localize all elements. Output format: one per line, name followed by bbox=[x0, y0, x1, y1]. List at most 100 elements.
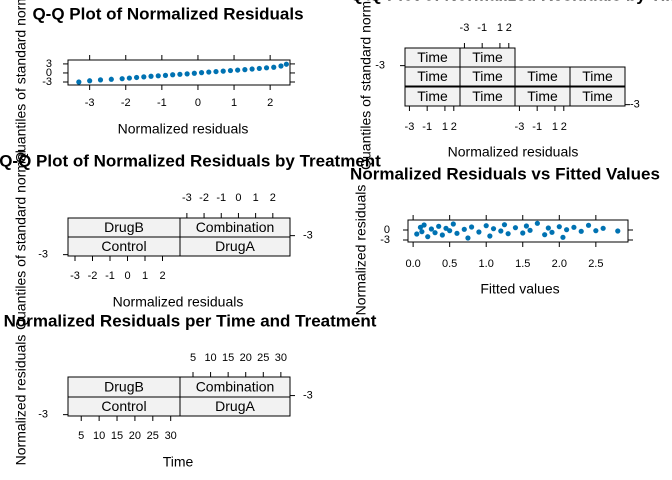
point bbox=[490, 226, 497, 232]
point bbox=[256, 65, 262, 72]
y-tick-label: -3 bbox=[38, 249, 48, 261]
point bbox=[148, 73, 154, 79]
x-tick-label: -1 bbox=[422, 121, 432, 133]
strip-label: DrugB bbox=[104, 219, 144, 235]
chart-title: Q-Q Plot of Normalized Residuals bbox=[32, 4, 303, 23]
x-tick-label: 1 bbox=[497, 22, 503, 34]
point bbox=[520, 230, 526, 236]
point bbox=[465, 235, 471, 241]
point bbox=[549, 229, 555, 235]
strip-label: Time bbox=[582, 88, 613, 104]
strip-label: DrugA bbox=[215, 398, 255, 414]
y-tick-label: 0 bbox=[384, 224, 390, 236]
x-tick-label: 2 bbox=[506, 22, 512, 34]
y-axis-label: Quantiles of standard normal bbox=[13, 150, 29, 330]
x-tick-label: 15 bbox=[111, 430, 123, 442]
point bbox=[419, 229, 425, 235]
strip-label: Time bbox=[417, 49, 448, 65]
x-tick-label: -1 bbox=[216, 192, 226, 204]
x-tick-label: -2 bbox=[88, 270, 98, 282]
x-tick-label: 5 bbox=[78, 430, 84, 442]
x-tick-label: -3 bbox=[85, 97, 95, 109]
point bbox=[119, 76, 125, 82]
point bbox=[578, 228, 584, 234]
point bbox=[450, 221, 456, 227]
x-axis-label: Normalized residuals bbox=[448, 144, 579, 160]
x-tick-label: 10 bbox=[93, 430, 105, 442]
strip-label: DrugB bbox=[104, 379, 144, 395]
point bbox=[97, 77, 104, 83]
y-axis-label: Normalized residuals bbox=[13, 335, 29, 466]
x-tick-label: 20 bbox=[129, 430, 141, 442]
point bbox=[249, 66, 255, 72]
x-tick-label: -3 bbox=[70, 270, 80, 282]
strip-label: Time bbox=[527, 68, 558, 84]
x-tick-label: 1 bbox=[552, 121, 558, 133]
strip-label: Time bbox=[527, 88, 558, 104]
point bbox=[615, 228, 621, 234]
x-tick-label: 1 bbox=[442, 121, 448, 133]
x-tick-label: 2 bbox=[451, 121, 457, 133]
x-tick-label: 0 bbox=[235, 192, 241, 204]
point bbox=[170, 72, 176, 78]
point bbox=[76, 79, 82, 85]
chart-title: Normalized Residuals vs Fitted Values bbox=[350, 164, 660, 183]
point bbox=[585, 222, 592, 228]
x-tick-label: 15 bbox=[222, 352, 234, 364]
point bbox=[227, 67, 234, 74]
x-tick-label: 25 bbox=[257, 352, 269, 364]
x-tick-label: 2.0 bbox=[552, 258, 567, 270]
strip-label: DrugA bbox=[215, 238, 255, 254]
point bbox=[571, 224, 577, 230]
point bbox=[155, 73, 161, 79]
strip bbox=[569, 86, 626, 107]
point bbox=[512, 225, 519, 231]
y-tick-label: 3 bbox=[46, 58, 52, 70]
x-tick-label: 2 bbox=[270, 192, 276, 204]
point bbox=[468, 224, 475, 230]
y-tick-label: -3 bbox=[380, 234, 390, 246]
strip-label: Control bbox=[101, 398, 146, 414]
y-axis-label: Quantiles of standard normal bbox=[358, 0, 374, 170]
point bbox=[523, 223, 530, 229]
point bbox=[556, 224, 562, 230]
y-tick-label: -3 bbox=[38, 409, 48, 421]
point bbox=[600, 225, 606, 231]
point bbox=[534, 220, 540, 226]
x-tick-label: 0.0 bbox=[405, 258, 420, 270]
point bbox=[425, 234, 431, 240]
x-tick-label: -1 bbox=[532, 121, 542, 133]
x-tick-label: 1 bbox=[142, 270, 148, 282]
point bbox=[560, 234, 566, 240]
x-tick-label: 1.5 bbox=[515, 258, 530, 270]
x-tick-label: 2 bbox=[159, 270, 165, 282]
point bbox=[476, 229, 482, 235]
x-tick-label: 5 bbox=[190, 352, 196, 364]
point bbox=[87, 78, 93, 84]
point bbox=[220, 68, 226, 74]
point bbox=[432, 230, 438, 236]
x-axis-label: Normalized residuals bbox=[118, 121, 249, 137]
point bbox=[428, 226, 434, 232]
chart-title: Normalized Residuals per Time and Treatm… bbox=[4, 311, 377, 330]
y-tick-label: -3 bbox=[630, 99, 640, 111]
point bbox=[505, 231, 511, 237]
x-tick-label: 10 bbox=[204, 352, 216, 364]
point bbox=[184, 71, 190, 77]
y-tick-label: 0 bbox=[46, 67, 52, 79]
x-tick-label: 25 bbox=[147, 430, 159, 442]
point bbox=[206, 69, 212, 75]
x-tick-label: 0 bbox=[195, 97, 201, 109]
strip-label: Time bbox=[417, 88, 448, 104]
x-tick-label: -3 bbox=[182, 192, 192, 204]
point bbox=[564, 227, 570, 233]
point bbox=[126, 75, 132, 81]
point bbox=[498, 228, 504, 234]
point bbox=[108, 76, 114, 82]
point bbox=[283, 61, 289, 67]
strip-label: Control bbox=[101, 238, 146, 254]
x-tick-label: -1 bbox=[157, 97, 167, 109]
point bbox=[527, 227, 533, 233]
point bbox=[278, 63, 284, 69]
strip-label: Time bbox=[472, 49, 503, 65]
